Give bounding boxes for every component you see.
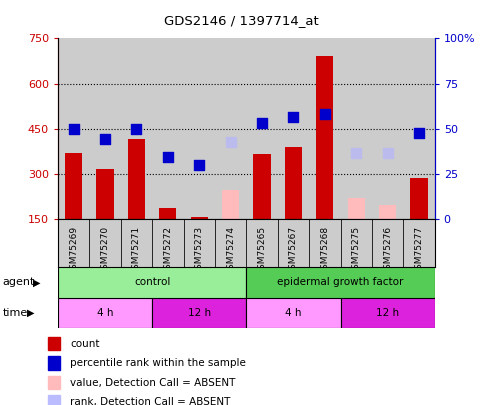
Bar [246, 298, 341, 328]
Point [227, 139, 235, 145]
Bar [128, 139, 145, 219]
Bar [285, 147, 302, 219]
Point [133, 126, 141, 132]
Bar [403, 219, 435, 267]
Bar [341, 38, 372, 219]
Bar [152, 219, 184, 267]
Text: rank, Detection Call = ABSENT: rank, Detection Call = ABSENT [70, 397, 230, 405]
Text: time: time [2, 308, 28, 318]
Text: GSM75265: GSM75265 [257, 226, 267, 275]
Text: ▶: ▶ [33, 277, 41, 287]
Point [321, 110, 328, 117]
Bar [309, 38, 341, 219]
Text: GSM75267: GSM75267 [289, 226, 298, 275]
Point [353, 149, 360, 156]
Point [70, 126, 78, 132]
Text: GSM75269: GSM75269 [69, 226, 78, 275]
Text: GSM75271: GSM75271 [132, 226, 141, 275]
Point [384, 149, 392, 156]
Bar [65, 153, 82, 219]
Bar [121, 219, 152, 267]
Text: agent: agent [2, 277, 35, 287]
Text: GSM75274: GSM75274 [226, 226, 235, 275]
Text: value, Detection Call = ABSENT: value, Detection Call = ABSENT [70, 377, 235, 388]
Bar [89, 219, 121, 267]
Bar [246, 219, 278, 267]
Text: 4 h: 4 h [97, 308, 114, 318]
Text: GSM75272: GSM75272 [163, 226, 172, 275]
Bar [58, 298, 152, 328]
Text: GSM75276: GSM75276 [383, 226, 392, 275]
Bar [48, 356, 60, 370]
Text: epidermal growth factor: epidermal growth factor [277, 277, 404, 288]
Bar [372, 219, 403, 267]
Text: 12 h: 12 h [376, 308, 399, 318]
Bar [48, 395, 60, 405]
Bar [58, 38, 89, 219]
Text: GSM75273: GSM75273 [195, 226, 204, 275]
Bar [191, 217, 208, 219]
Bar [411, 178, 427, 219]
Text: GSM75275: GSM75275 [352, 226, 361, 275]
Bar [159, 208, 176, 219]
Bar [58, 219, 89, 267]
Bar [372, 38, 403, 219]
Bar [222, 190, 239, 219]
Bar [341, 298, 435, 328]
Bar [278, 38, 309, 219]
Bar [215, 38, 246, 219]
Bar [254, 154, 270, 219]
Bar [152, 38, 184, 219]
Point [258, 119, 266, 126]
Text: GDS2146 / 1397714_at: GDS2146 / 1397714_at [164, 14, 319, 27]
Text: ▶: ▶ [27, 308, 34, 318]
Point [164, 154, 172, 160]
Bar [48, 376, 60, 389]
Bar [403, 38, 435, 219]
Point [290, 113, 298, 120]
Text: GSM75270: GSM75270 [100, 226, 110, 275]
Bar [309, 219, 341, 267]
Text: GSM75268: GSM75268 [320, 226, 329, 275]
Text: percentile rank within the sample: percentile rank within the sample [70, 358, 246, 368]
Bar [184, 38, 215, 219]
Bar [379, 205, 396, 219]
Bar [97, 169, 114, 219]
Bar [278, 219, 309, 267]
Point [101, 136, 109, 142]
Bar [341, 219, 372, 267]
Bar [316, 56, 333, 219]
Text: count: count [70, 339, 99, 349]
Bar [246, 38, 278, 219]
Text: 4 h: 4 h [285, 308, 302, 318]
Bar [184, 219, 215, 267]
Bar [89, 38, 121, 219]
Point [415, 130, 423, 136]
Text: GSM75277: GSM75277 [414, 226, 424, 275]
Text: control: control [134, 277, 170, 288]
Bar [348, 198, 365, 219]
Bar [58, 267, 246, 298]
Bar [121, 38, 152, 219]
Bar [246, 267, 435, 298]
Point [195, 161, 203, 168]
Bar [152, 298, 246, 328]
Bar [48, 337, 60, 350]
Text: 12 h: 12 h [188, 308, 211, 318]
Bar [215, 219, 246, 267]
